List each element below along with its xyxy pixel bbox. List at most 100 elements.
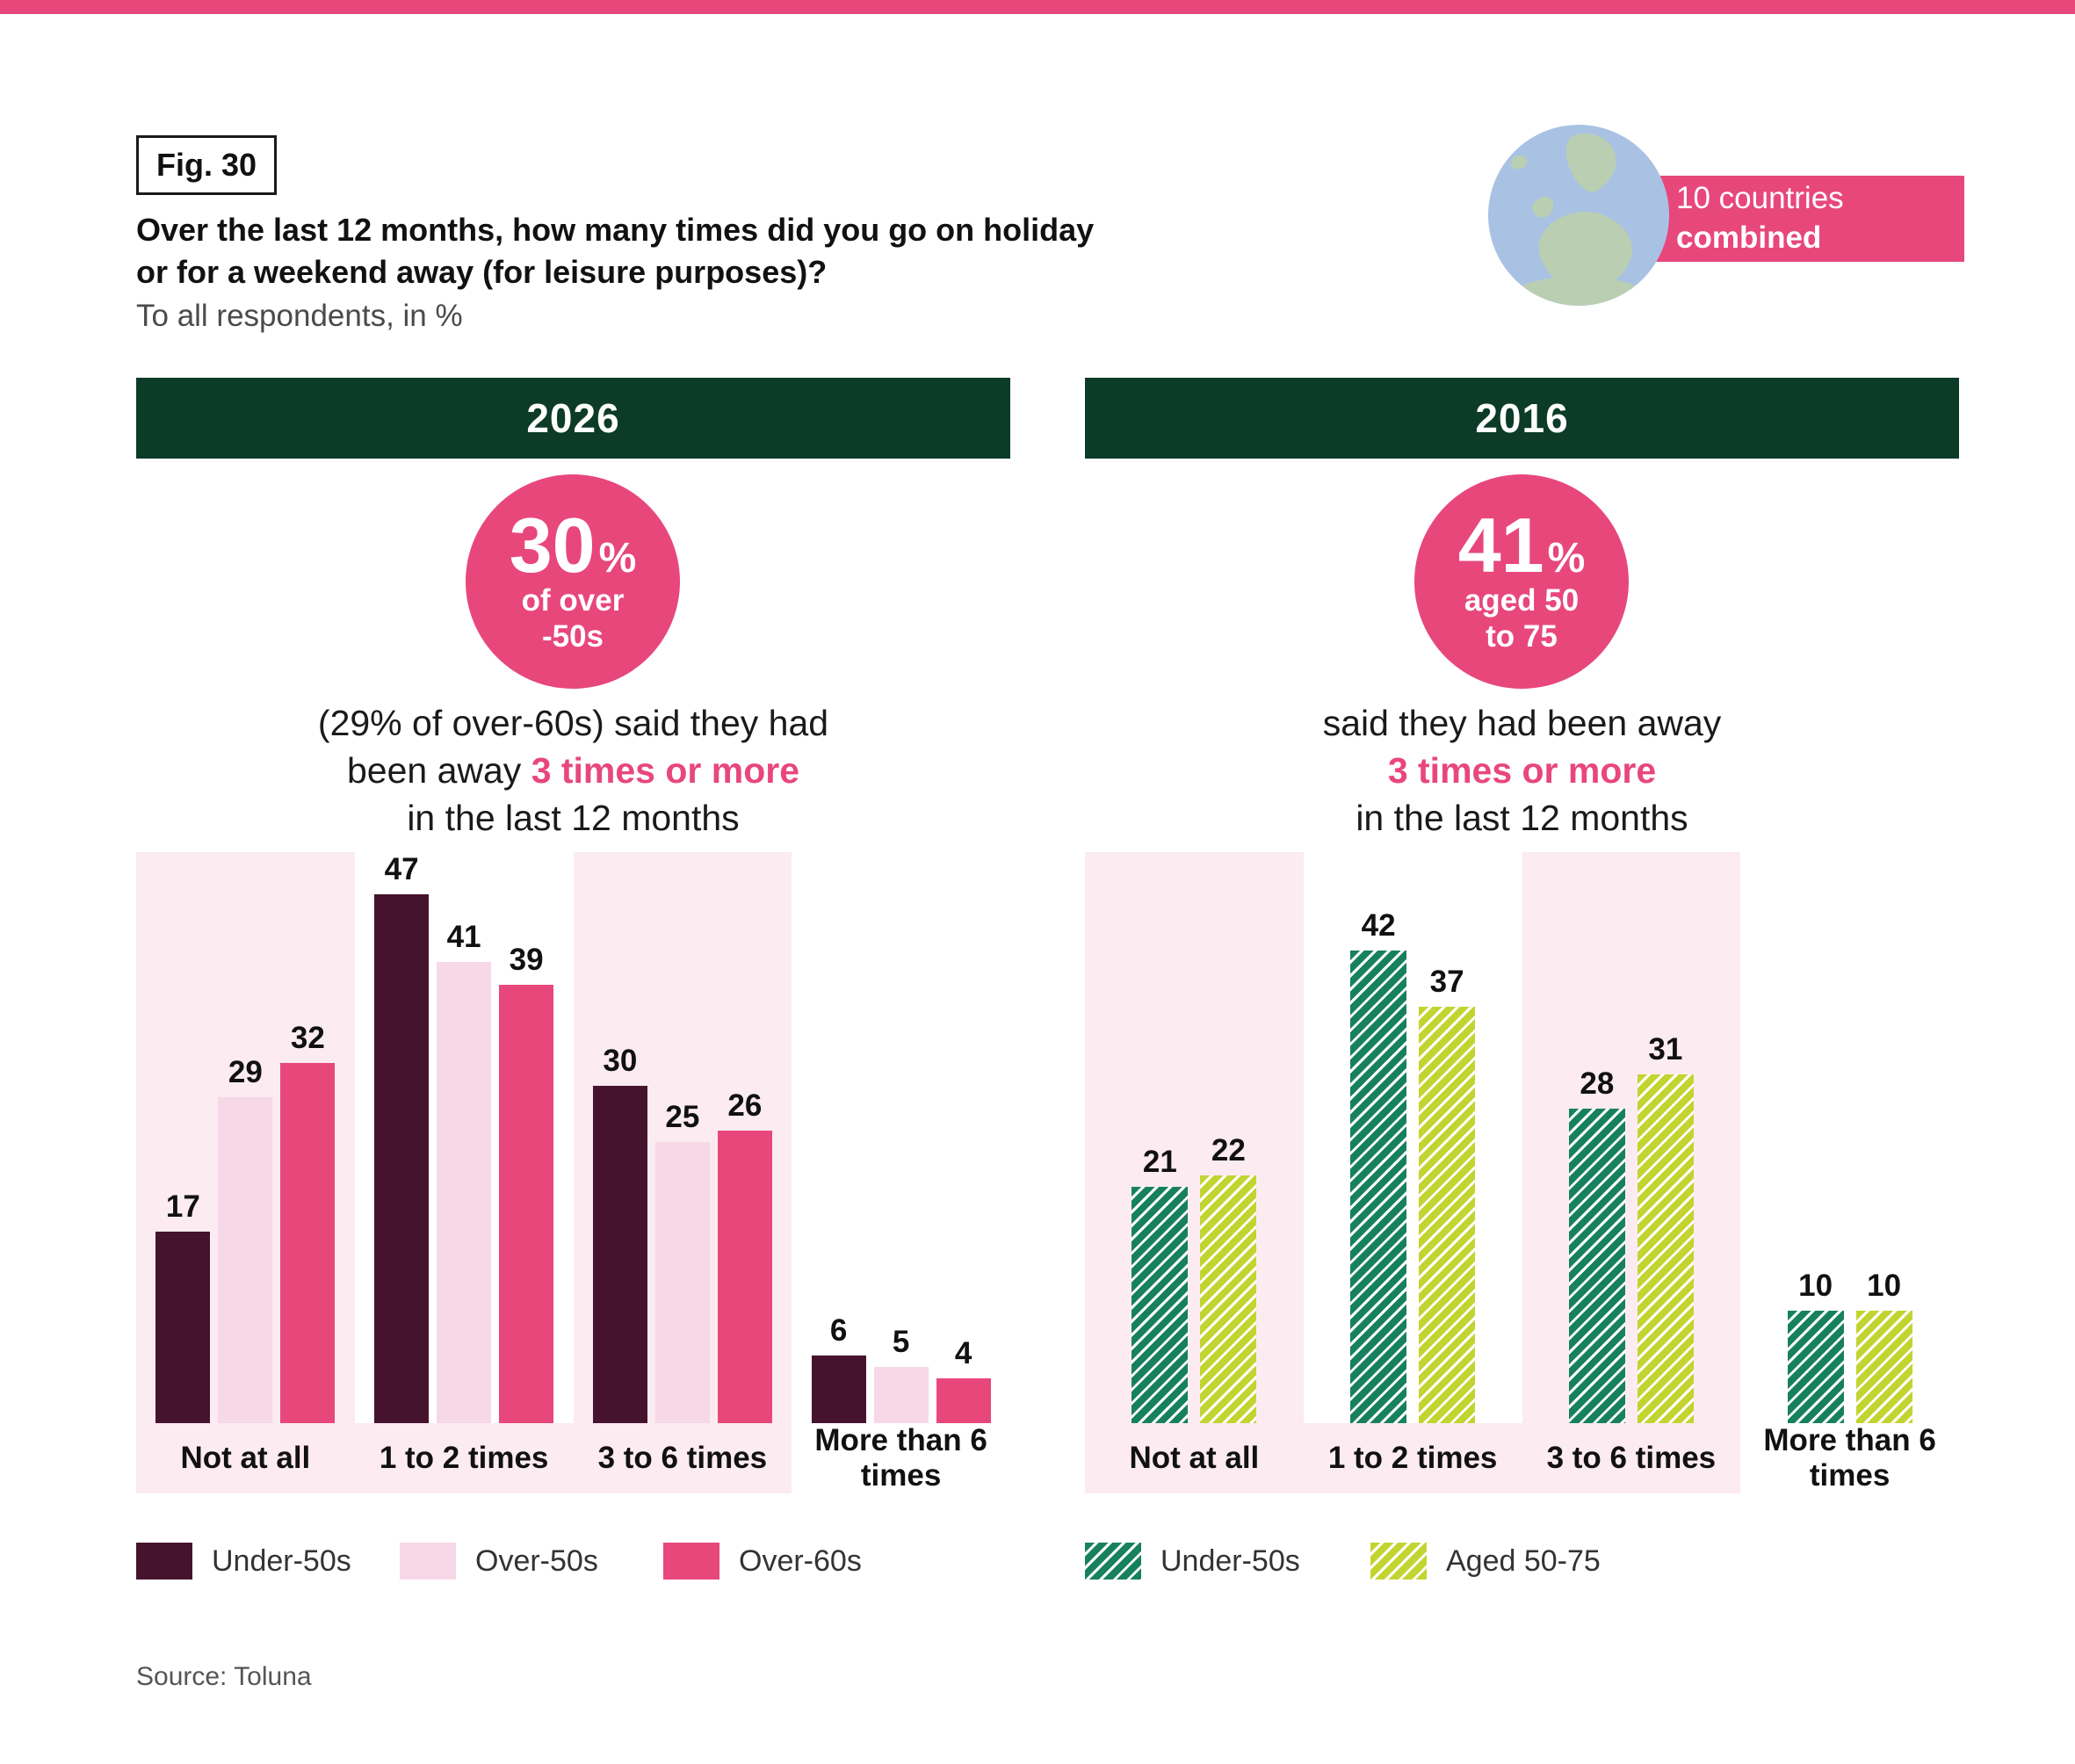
bar-value-label: 47	[384, 852, 419, 887]
countries-banner-line2: combined	[1676, 220, 1822, 255]
highlight-number-row: 41 %	[1457, 501, 1586, 589]
caption-right: said they had been away 3 times or more …	[1085, 699, 1959, 842]
panel-year-left: 2026	[136, 378, 1010, 459]
bar-group-3-to-6-times: 28 31 3 to 6 times	[1522, 852, 1741, 1493]
caption-line2-emphasis: 3 times or more	[531, 750, 800, 792]
category-label-text: 3 to 6 times	[597, 1440, 768, 1475]
bar-value-label: 29	[228, 1054, 263, 1089]
figure-label: Fig. 30	[136, 135, 278, 195]
bar-aged-50-75	[1200, 1175, 1257, 1423]
category-label: 3 to 6 times	[1522, 1423, 1741, 1493]
category-label: 3 to 6 times	[574, 1423, 792, 1493]
bar-group-not-at-all: 17 29 32 Not at all	[136, 852, 355, 1493]
highlight-circle-right: 41 % aged 50 to 75	[1414, 474, 1629, 689]
bar-wrap: 41	[437, 920, 492, 1423]
caption-line2-pre: been away	[346, 750, 531, 792]
bar-stack: 21 22	[1085, 1133, 1304, 1423]
bar-chart-right: 21 22 Not at all 42 37 1 to 2 times 28 31 3 to 6…	[1085, 852, 1959, 1493]
bar-wrap: 26	[717, 1088, 772, 1423]
category-highlight-band	[1085, 852, 1304, 1493]
legend-swatch-over-50s	[400, 1543, 456, 1580]
bar-value-label: 30	[603, 1044, 638, 1078]
bar-wrap: 5	[873, 1325, 929, 1423]
bar-value-label: 26	[727, 1088, 763, 1124]
caption-line2: 3 times or more	[1085, 747, 1959, 794]
bar-under-50s	[1568, 1108, 1625, 1423]
bar-wrap: 42	[1350, 908, 1407, 1423]
legend-swatch-under-50s	[136, 1543, 192, 1580]
bar-group-not-at-all: 21 22 Not at all	[1085, 852, 1304, 1493]
bar-stack: 30 25 26	[574, 1044, 792, 1423]
bar-value-label: 28	[1580, 1066, 1615, 1101]
top-accent-strip	[0, 0, 2075, 14]
bar-value-label: 5	[892, 1325, 910, 1359]
bar-stack: 10 10	[1740, 1269, 1959, 1423]
category-label: Not at all	[1085, 1423, 1304, 1493]
bar-value-label: 41	[446, 920, 481, 955]
bar-group-more-than-6-times: 10 10 More than 6 times	[1740, 852, 1959, 1493]
category-label-text: 1 to 2 times	[1327, 1440, 1498, 1475]
category-label-text: Not at all	[1129, 1440, 1260, 1475]
bar-wrap: 10	[1855, 1269, 1912, 1423]
category-label-text: More than 6 times	[814, 1422, 987, 1493]
bar-value-label: 25	[665, 1100, 700, 1134]
page-title-line1: Over the last 12 months, how many times …	[136, 212, 1095, 248]
bar-wrap: 22	[1200, 1133, 1257, 1423]
legend-item-under-50s: Under-50s	[136, 1543, 400, 1580]
countries-banner-line1: 10 countries	[1676, 181, 1844, 216]
caption-line2-emphasis: 3 times or more	[1387, 750, 1657, 792]
bar-group-3-to-6-times: 30 25 26 3 to 6 times	[574, 852, 792, 1493]
bar-under-50s	[155, 1232, 211, 1423]
legend-left: Under-50s Over-50s Over-60s	[136, 1543, 927, 1580]
bar-stack: 42 37	[1304, 908, 1522, 1423]
category-label-strip	[136, 1423, 792, 1493]
bar-value-label: 10	[1867, 1269, 1902, 1303]
category-label: More than 6 times	[792, 1423, 1010, 1493]
bar-value-label: 22	[1211, 1133, 1246, 1168]
bar-wrap: 6	[811, 1313, 866, 1423]
bar-group-1-to-2-times: 47 41 39 1 to 2 times	[355, 852, 574, 1493]
caption-line3: in the last 12 months	[1356, 798, 1688, 839]
bar-under-50s	[592, 1086, 647, 1423]
bar-stack: 6 5 4	[792, 1313, 1010, 1423]
bar-value-label: 32	[290, 1021, 325, 1056]
bar-wrap: 17	[155, 1189, 211, 1423]
category-label-text: Not at all	[180, 1440, 311, 1475]
bar-under-50s	[374, 894, 430, 1423]
bar-value-label: 6	[829, 1313, 848, 1348]
highlight-circle-left: 30 % of over -50s	[466, 474, 680, 689]
bar-value-label: 10	[1798, 1269, 1833, 1303]
highlight-subtext-2: to 75	[1486, 619, 1558, 654]
bar-under-50s	[1131, 1187, 1189, 1423]
bar-under-50s	[811, 1356, 866, 1423]
legend-swatch-under-50s	[1085, 1543, 1141, 1580]
highlight-value: 41	[1457, 501, 1544, 589]
percent-sign: %	[1547, 534, 1586, 582]
bar-wrap: 37	[1419, 965, 1476, 1423]
category-label: 1 to 2 times	[355, 1423, 574, 1493]
bar-over-60s	[280, 1063, 336, 1423]
bar-wrap: 4	[936, 1336, 991, 1423]
category-label: Not at all	[136, 1423, 355, 1493]
highlight-number-row: 30 %	[510, 506, 637, 583]
bar-group-more-than-6-times: 6 5 4 More than 6 times	[792, 852, 1010, 1493]
bar-over-50s	[218, 1096, 273, 1423]
highlight-subtext-1: aged 50	[1464, 582, 1580, 618]
bar-over-60s	[936, 1377, 991, 1423]
panel-year-right: 2016	[1085, 378, 1959, 459]
highlight-subtext-2: -50s	[541, 619, 604, 654]
legend-label: Over-50s	[475, 1544, 598, 1578]
caption-line3: in the last 12 months	[407, 798, 740, 839]
bar-wrap: 32	[280, 1021, 336, 1423]
legend-swatch-over-60s	[663, 1543, 719, 1580]
legend-label: Under-50s	[1160, 1544, 1300, 1578]
bar-group-1-to-2-times: 42 37 1 to 2 times	[1304, 852, 1522, 1493]
category-label: 1 to 2 times	[1304, 1423, 1522, 1493]
legend-label: Over-60s	[739, 1544, 862, 1578]
bar-aged-50-75	[1855, 1311, 1912, 1423]
bar-value-label: 17	[165, 1189, 200, 1225]
legend-item-over-50s: Over-50s	[400, 1543, 663, 1580]
page-title: Over the last 12 months, how many times …	[136, 209, 1094, 293]
bar-under-50s	[1787, 1311, 1844, 1423]
